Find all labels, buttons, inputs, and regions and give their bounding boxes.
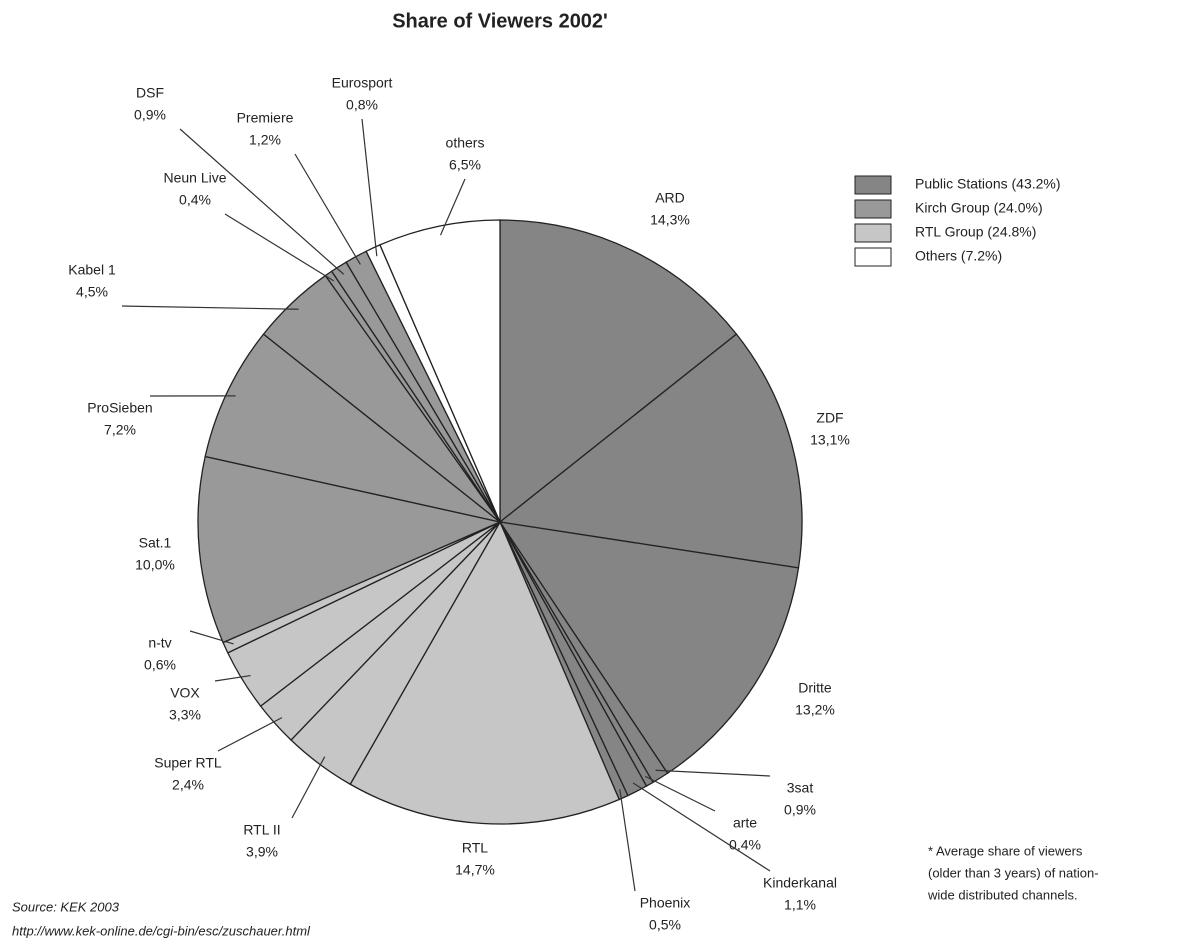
slice-value-label: 0,4%	[179, 192, 211, 208]
source: Source: KEK 2003	[12, 899, 120, 914]
slice-label: Phoenix	[640, 895, 691, 911]
leader-line	[655, 769, 771, 777]
slice-value-label: 7,2%	[104, 422, 136, 438]
leader-line	[217, 717, 283, 752]
legend-swatch	[854, 247, 892, 267]
slice-label: Neun Live	[163, 170, 226, 186]
legend-label: Others (7.2%)	[915, 248, 1002, 264]
slice-value-label: 2,4%	[172, 777, 204, 793]
slice-label: n-tv	[148, 635, 171, 651]
leader-line	[361, 118, 378, 257]
slice-value-label: 3,9%	[246, 844, 278, 860]
source-url: http://www.kek-online.de/cgi-bin/esc/zus…	[12, 923, 311, 938]
legend-label: Kirch Group (24.0%)	[915, 200, 1043, 216]
slice-value-label: 0,6%	[144, 657, 176, 673]
footnote: wide distributed channels.	[927, 887, 1078, 902]
slice-label: ZDF	[816, 410, 843, 426]
leader-line	[214, 674, 251, 682]
slice-value-label: 1,2%	[249, 132, 281, 148]
leader-line	[632, 782, 771, 872]
slice-label: Premiere	[237, 110, 294, 126]
slice-label: ProSieben	[87, 400, 152, 416]
leader-line	[121, 305, 299, 310]
leader-line	[179, 128, 345, 275]
pie-slice	[499, 219, 738, 524]
leader-line	[294, 153, 361, 265]
leader-line	[291, 756, 326, 819]
slice-value-label: 13,2%	[795, 702, 835, 718]
pie-slice	[498, 333, 803, 569]
slice-value-label: 3,3%	[169, 707, 201, 723]
slice-value-label: 0,8%	[346, 97, 378, 113]
slice-label: others	[446, 135, 485, 151]
slice-label: 3sat	[787, 780, 814, 796]
pie-slice	[498, 521, 800, 775]
slice-value-label: 0,5%	[649, 917, 681, 933]
footnote: * Average share of viewers	[928, 843, 1083, 858]
leader-line	[189, 630, 234, 645]
legend-label: Public Stations (43.2%)	[915, 176, 1061, 192]
leader-line	[619, 789, 636, 892]
leader-line	[645, 775, 716, 812]
slice-value-label: 14,3%	[650, 212, 690, 228]
legend-swatch	[854, 223, 892, 243]
pie-slice	[379, 219, 501, 523]
slice-label: VOX	[170, 685, 200, 701]
legend-swatch	[854, 175, 892, 195]
slice-value-label: 6,5%	[449, 157, 481, 173]
leader-line	[224, 213, 334, 282]
slice-label: arte	[733, 815, 757, 831]
slice-value-label: 14,7%	[455, 862, 495, 878]
slice-label: RTL II	[243, 822, 280, 838]
slice-label: RTL	[462, 840, 488, 856]
chart-title: Share of Viewers 2002'	[392, 10, 608, 32]
slice-value-label: 1,1%	[784, 897, 816, 913]
slice-value-label: 4,5%	[76, 284, 108, 300]
slice-label: Kinderkanal	[763, 875, 837, 891]
slice-label: Dritte	[798, 680, 832, 696]
slice-value-label: 0,4%	[729, 837, 761, 853]
pie-slice	[349, 520, 621, 825]
slice-label: Kabel 1	[68, 262, 116, 278]
slice-label: Eurosport	[332, 75, 393, 91]
slice-label: Super RTL	[154, 755, 222, 771]
slice-value-label: 0,9%	[134, 107, 166, 123]
slice-value-label: 10,0%	[135, 557, 175, 573]
slice-label: DSF	[136, 85, 164, 101]
footnote: (older than 3 years) of nation-	[928, 865, 1099, 880]
legend-label: RTL Group (24.8%)	[915, 224, 1036, 240]
pie-slice	[197, 455, 503, 644]
slice-label: Sat.1	[139, 535, 172, 551]
slice-value-label: 13,1%	[810, 432, 850, 448]
legend-swatch	[854, 199, 892, 219]
slice-value-label: 0,9%	[784, 802, 816, 818]
pie-slice	[204, 333, 501, 523]
slice-label: ARD	[655, 190, 685, 206]
leader-line	[439, 178, 466, 236]
